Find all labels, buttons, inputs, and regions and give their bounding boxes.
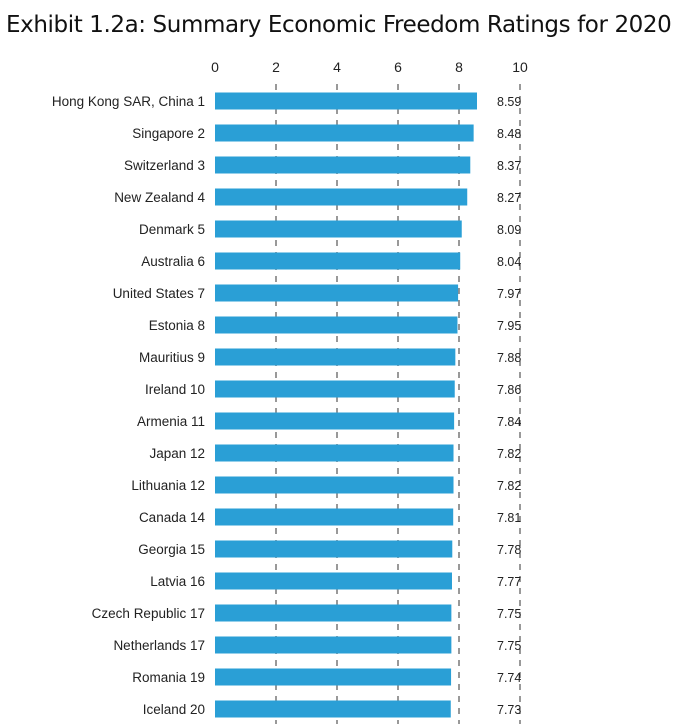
value-label: 7.95 — [497, 319, 521, 333]
gridlines — [275, 84, 521, 724]
value-label: 7.77 — [497, 575, 521, 589]
value-label: 7.78 — [497, 543, 521, 557]
bar — [215, 444, 454, 462]
category-label: New Zealand 4 — [114, 190, 205, 205]
x-tick-label: 4 — [333, 59, 341, 75]
value-label: 8.27 — [497, 191, 521, 205]
x-tick-label: 0 — [211, 59, 219, 75]
category-label: Iceland 20 — [143, 702, 205, 717]
value-label: 7.97 — [497, 287, 521, 301]
bar — [215, 508, 454, 526]
category-label: Georgia 15 — [138, 542, 205, 557]
bar — [215, 348, 456, 366]
value-label: 8.37 — [497, 159, 521, 173]
bar — [215, 668, 452, 686]
category-label: Australia 6 — [141, 254, 205, 269]
value-label: 7.84 — [497, 415, 521, 429]
category-label: Estonia 8 — [149, 318, 205, 333]
value-label: 8.59 — [497, 95, 521, 109]
value-label: 7.82 — [497, 447, 521, 461]
category-label: Armenia 11 — [137, 414, 205, 429]
bar — [215, 380, 455, 398]
category-label: Denmark 5 — [139, 222, 205, 237]
bar — [215, 252, 461, 270]
bar — [215, 700, 451, 718]
category-label: Canada 14 — [139, 510, 206, 525]
x-tick-label: 2 — [272, 59, 280, 75]
value-label: 7.81 — [497, 511, 521, 525]
category-label: Hong Kong SAR, China 1 — [52, 94, 205, 109]
x-tick-label: 8 — [455, 59, 463, 75]
category-label: Japan 12 — [149, 446, 205, 461]
value-label: 7.73 — [497, 703, 521, 717]
bar — [215, 412, 455, 430]
x-tick-label: 6 — [394, 59, 402, 75]
chart-title: Exhibit 1.2a: Summary Economic Freedom R… — [6, 12, 672, 38]
value-label: 8.48 — [497, 127, 521, 141]
category-label: Mauritius 9 — [139, 350, 205, 365]
value-label: 7.75 — [497, 639, 521, 653]
x-tick-label: 10 — [512, 59, 528, 75]
bar — [215, 572, 452, 590]
category-label: Netherlands 17 — [113, 638, 205, 653]
bar — [215, 540, 453, 558]
bar — [215, 476, 454, 494]
bar — [215, 188, 468, 206]
bar — [215, 92, 477, 110]
category-label: Romania 19 — [132, 670, 205, 685]
category-label: Singapore 2 — [132, 126, 205, 141]
bar — [215, 636, 452, 654]
category-label: United States 7 — [113, 286, 205, 301]
category-label: Switzerland 3 — [124, 158, 205, 173]
category-label: Latvia 16 — [150, 574, 205, 589]
value-label: 8.04 — [497, 255, 521, 269]
bar — [215, 316, 458, 334]
bar — [215, 220, 462, 238]
bars — [215, 92, 477, 718]
bar — [215, 156, 471, 174]
value-label: 7.75 — [497, 607, 521, 621]
category-label: Ireland 10 — [145, 382, 205, 397]
value-label: 7.88 — [497, 351, 521, 365]
labels: 0 2 4 6 8 10 Hong Kong SAR, China 1 8.59 Singapo… — [52, 59, 528, 717]
value-label: 7.82 — [497, 479, 521, 493]
value-label: 8.09 — [497, 223, 521, 237]
bar — [215, 284, 459, 302]
category-label: Lithuania 12 — [131, 478, 205, 493]
value-label: 7.86 — [497, 383, 521, 397]
category-label: Czech Republic 17 — [92, 606, 205, 621]
bar — [215, 604, 452, 622]
bar — [215, 124, 474, 142]
value-label: 7.74 — [497, 671, 521, 685]
